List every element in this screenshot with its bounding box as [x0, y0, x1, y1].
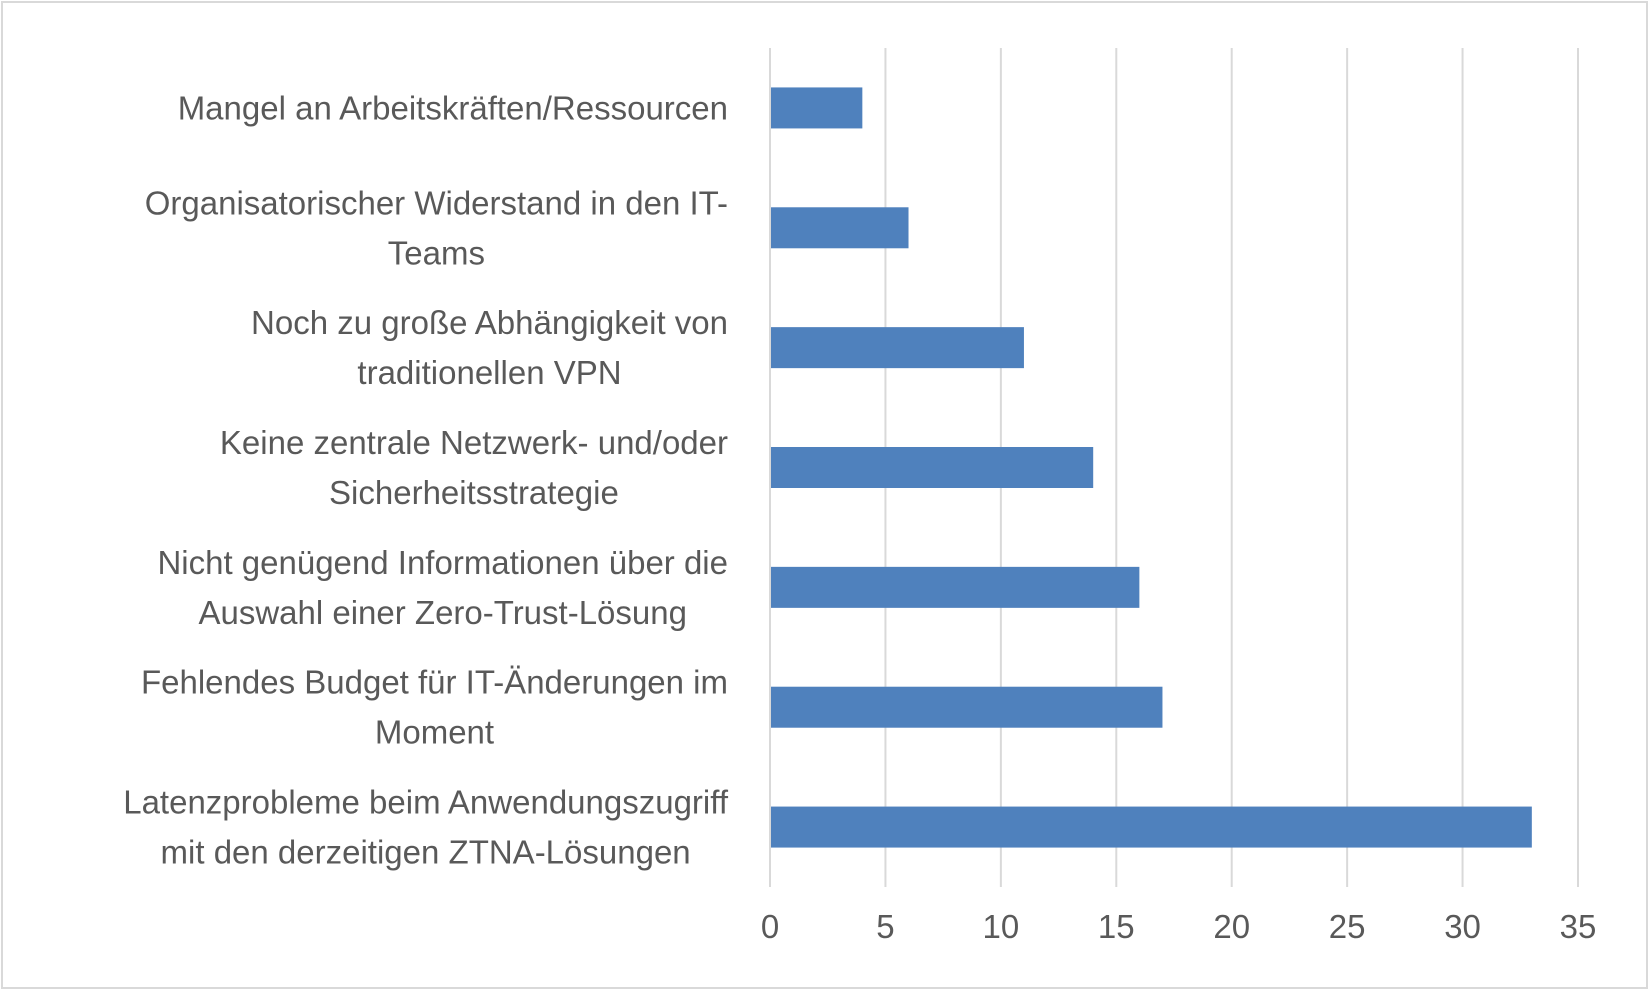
x-tick-label: 15	[1098, 908, 1135, 945]
category-label: Teams	[388, 234, 485, 271]
category-label: mit den derzeitigen ZTNA-Lösungen	[161, 834, 691, 871]
bar	[770, 686, 1163, 728]
bar	[770, 447, 1094, 488]
category-label: Latenzprobleme beim Anwendungszugriff	[123, 784, 729, 821]
x-tick-label: 10	[982, 908, 1019, 945]
x-tick-label: 20	[1213, 908, 1250, 945]
category-label: Noch zu große Abhängigkeit von	[251, 304, 728, 341]
category-label: Fehlendes Budget für IT-Änderungen im	[141, 664, 728, 701]
bar	[770, 327, 1024, 369]
x-tick-label: 25	[1329, 908, 1366, 945]
category-label: Keine zentrale Netzwerk- und/oder	[220, 424, 728, 461]
bar	[770, 806, 1532, 848]
category-label: Mangel an Arbeitskräften/Ressourcen	[178, 89, 728, 126]
category-label: Moment	[375, 714, 494, 751]
x-tick-label: 30	[1444, 908, 1481, 945]
category-label: Organisatorischer Widerstand in den IT-	[145, 184, 728, 221]
category-label: Auswahl einer Zero-Trust-Lösung	[198, 594, 687, 631]
bar	[770, 207, 909, 249]
x-tick-label: 0	[761, 908, 779, 945]
x-tick-label: 5	[876, 908, 894, 945]
category-label: traditionellen VPN	[357, 354, 621, 391]
bar	[770, 87, 863, 129]
category-label: Sicherheitsstrategie	[329, 474, 619, 511]
bar	[770, 566, 1140, 608]
x-tick-label: 35	[1560, 908, 1597, 945]
category-label: Nicht genügend Informationen über die	[157, 544, 728, 581]
